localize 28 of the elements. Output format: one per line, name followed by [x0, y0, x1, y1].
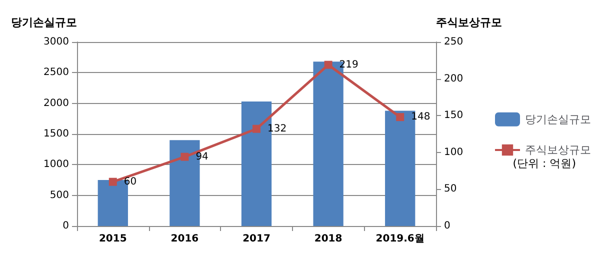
y2-tick-label: 200: [444, 73, 464, 84]
y2-tick-label: 100: [444, 146, 464, 158]
point: [108, 178, 117, 186]
y-tick-label: 1500: [44, 128, 69, 140]
x-tick-label: 2016: [170, 234, 199, 244]
y-tick-label: 500: [50, 190, 69, 201]
x-tick-label: 2018: [314, 234, 342, 244]
y2-tick-label: 150: [444, 110, 464, 122]
y2-axis-title: 주식보상규모: [436, 16, 502, 29]
y-tick-label: 1000: [44, 159, 69, 170]
legend-label: 당기손실규모: [525, 112, 591, 126]
point: [252, 124, 260, 133]
text: (단위 : 억원): [512, 157, 576, 170]
y2-tick-label: 50: [444, 184, 457, 195]
y2-tick-label: 250: [444, 36, 464, 48]
y-tick-label: 3000: [44, 36, 69, 48]
y-tick-label: 0: [62, 220, 69, 232]
x-tick-label: 2019.6월: [376, 234, 424, 244]
y-axis-title: 당기손실규모: [11, 16, 77, 29]
y-tick-label: 2000: [44, 98, 69, 109]
x-tick-label: 2015: [98, 234, 127, 244]
x-tick-label: 2017: [242, 234, 270, 244]
y2-tick-label: 0: [444, 220, 450, 232]
legend-label: 주식보상규모: [525, 144, 591, 156]
point: [180, 152, 189, 161]
point: [396, 113, 404, 122]
y-tick-label: 2500: [44, 67, 69, 78]
point: [324, 60, 332, 69]
